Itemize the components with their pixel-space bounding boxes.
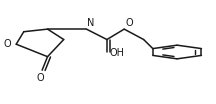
Text: O: O xyxy=(125,18,133,28)
Text: O: O xyxy=(4,39,11,49)
Text: OH: OH xyxy=(110,48,124,58)
Text: O: O xyxy=(36,73,44,83)
Text: N: N xyxy=(87,18,95,28)
